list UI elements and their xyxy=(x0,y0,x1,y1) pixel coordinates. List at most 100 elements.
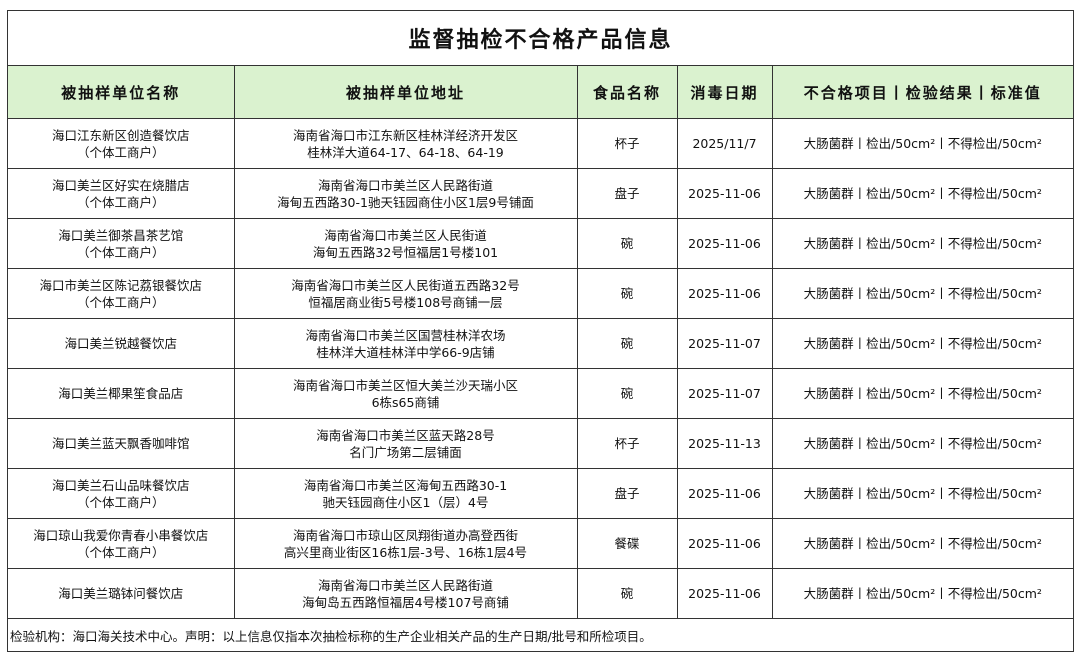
cell-unit-address-line: 海南省海口市美兰区海甸五西路30-1 xyxy=(303,477,508,493)
cell-unit-name: 海口美兰蓝天飘香咖啡馆 xyxy=(8,418,235,469)
cell-food-name: 餐碟 xyxy=(576,518,678,569)
cell-unit-address-line: 桂林洋大道64-17、64-18、64-19 xyxy=(307,144,504,160)
cell-unit-address-line: 海南省海口市江东新区桂林洋经济开发区 xyxy=(292,127,518,143)
cell-disinfection-date-line: 2025/11/7 xyxy=(692,136,757,151)
cell-disinfection-date-line: 2025-11-07 xyxy=(688,386,761,401)
cell-result-line: 大肠菌群丨检出/50cm²丨不得检出/50cm² xyxy=(803,236,1042,251)
cell-result-line: 大肠菌群丨检出/50cm²丨不得检出/50cm² xyxy=(803,336,1042,351)
cell-unit-address: 海南省海口市美兰区人民路街道 海甸五西路30-1驰天钰园商住小区1层9号铺面 xyxy=(233,168,578,219)
table-row: 海口美兰锐越餐饮店 海南省海口市美兰区国营桂林洋农场 桂林洋大道桂林洋中学66-9店… xyxy=(8,318,1073,369)
cell-unit-address-line: 海南省海口市美兰区国营桂林洋农场 xyxy=(305,327,506,343)
cell-unit-name-line: 海口美兰椰果笙食品店 xyxy=(58,386,184,401)
cell-unit-name: 海口琼山我爱你青春小串餐饮店 （个体工商户） xyxy=(8,518,235,569)
cell-food-name-line: 杯子 xyxy=(614,136,640,151)
table-row: 海口琼山我爱你青春小串餐饮店 （个体工商户） 海南省海口市琼山区凤翔街道办高登西街高… xyxy=(8,518,1073,569)
cell-result: 大肠菌群丨检出/50cm²丨不得检出/50cm² xyxy=(771,368,1073,419)
cell-unit-name-line: 海口江东新区创造餐饮店 xyxy=(51,127,190,143)
cell-food-name: 盘子 xyxy=(576,168,678,219)
column-header-result: 不合格项目丨检验结果丨标准值 xyxy=(771,66,1073,119)
cell-unit-name-line: 海口美兰蓝天飘香咖啡馆 xyxy=(51,436,190,451)
cell-unit-name: 海口美兰区好实在烧腊店 （个体工商户） xyxy=(8,168,235,219)
cell-disinfection-date: 2025-11-07 xyxy=(676,318,773,369)
cell-unit-address: 海南省海口市美兰区蓝天路28号 名门广场第二层铺面 xyxy=(233,418,578,469)
cell-unit-address: 海南省海口市美兰区国营桂林洋农场 桂林洋大道桂林洋中学66-9店铺 xyxy=(233,318,578,369)
cell-unit-address-line: 桂林洋大道桂林洋中学66-9店铺 xyxy=(316,344,495,360)
table-row: 海口美兰椰果笙食品店 海南省海口市美兰区恒大美兰沙天瑞小区 6栋s65商铺 碗 2025… xyxy=(8,368,1073,419)
cell-food-name-line: 餐碟 xyxy=(614,536,640,551)
cell-unit-name-line: 海口美兰璐钵问餐饮店 xyxy=(58,586,184,601)
cell-result: 大肠菌群丨检出/50cm²丨不得检出/50cm² xyxy=(771,518,1073,569)
table-row: 海口江东新区创造餐饮店 （个体工商户） 海南省海口市江东新区桂林洋经济开发区 桂林洋大… xyxy=(8,118,1073,169)
cell-disinfection-date: 2025/11/7 xyxy=(676,118,773,169)
cell-result-line: 大肠菌群丨检出/50cm²丨不得检出/50cm² xyxy=(803,186,1042,201)
column-header-disinfection-date: 消毒日期 xyxy=(676,66,773,119)
cell-result: 大肠菌群丨检出/50cm²丨不得检出/50cm² xyxy=(771,218,1073,269)
page-title: 监督抽检不合格产品信息 xyxy=(8,11,1073,66)
cell-unit-address-line: 驰天钰园商住小区1（层）4号 xyxy=(322,494,489,510)
cell-unit-name-line: （个体工商户） xyxy=(76,494,165,510)
cell-disinfection-date: 2025-11-06 xyxy=(676,168,773,219)
cell-unit-address-line: 海甸岛五西路恒福居4号楼107号商铺 xyxy=(302,594,509,610)
table-header-row: 被抽样单位名称 被抽样单位地址 食品名称 消毒日期 不合格项目丨检验结果丨标准值 xyxy=(8,66,1073,119)
cell-disinfection-date-line: 2025-11-06 xyxy=(688,536,761,551)
cell-result-line: 大肠菌群丨检出/50cm²丨不得检出/50cm² xyxy=(803,386,1042,401)
cell-result-line: 大肠菌群丨检出/50cm²丨不得检出/50cm² xyxy=(803,486,1042,501)
cell-disinfection-date-line: 2025-11-06 xyxy=(688,186,761,201)
cell-unit-name: 海口江东新区创造餐饮店 （个体工商户） xyxy=(8,118,235,169)
cell-unit-address-line: 海南省海口市美兰区人民路街道 xyxy=(317,177,493,193)
cell-food-name: 碗 xyxy=(576,318,678,369)
table-row: 海口美兰御茶昌茶艺馆 （个体工商户） 海南省海口市美兰区人民街道 海甸五西路32号恒福… xyxy=(8,218,1073,269)
cell-unit-address-line: 海南省海口市美兰区恒大美兰沙天瑞小区 xyxy=(292,377,518,393)
cell-food-name: 碗 xyxy=(576,368,678,419)
cell-food-name-line: 碗 xyxy=(620,336,634,351)
cell-result-line: 大肠菌群丨检出/50cm²丨不得检出/50cm² xyxy=(803,436,1042,451)
cell-unit-address: 海南省海口市美兰区人民街道 海甸五西路32号恒福居1号楼101 xyxy=(233,218,578,269)
cell-unit-address: 海南省海口市美兰区恒大美兰沙天瑞小区 6栋s65商铺 xyxy=(233,368,578,419)
cell-unit-name: 海口市美兰区陈记荔银餐饮店 （个体工商户） xyxy=(8,268,235,319)
cell-disinfection-date: 2025-11-06 xyxy=(676,468,773,519)
cell-disinfection-date: 2025-11-06 xyxy=(676,568,773,619)
table-row: 海口美兰区好实在烧腊店 （个体工商户） 海南省海口市美兰区人民路街道 海甸五西路30-… xyxy=(8,168,1073,219)
results-table: 被抽样单位名称 被抽样单位地址 食品名称 消毒日期 不合格项目丨检验结果丨标准值… xyxy=(8,66,1073,619)
cell-unit-address: 海南省海口市美兰区人民路街道 海甸岛五西路恒福居4号楼107号商铺 xyxy=(233,568,578,619)
cell-disinfection-date: 2025-11-07 xyxy=(676,368,773,419)
cell-unit-address-line: 恒福居商业街5号楼108号商铺一层 xyxy=(308,294,503,310)
cell-unit-name-line: 海口美兰锐越餐饮店 xyxy=(64,336,177,351)
cell-food-name: 碗 xyxy=(576,218,678,269)
cell-unit-address-line: 海甸五西路32号恒福居1号楼101 xyxy=(312,244,499,260)
cell-food-name: 盘子 xyxy=(576,468,678,519)
table-row: 海口美兰蓝天飘香咖啡馆 海南省海口市美兰区蓝天路28号 名门广场第二层铺面 杯子 202… xyxy=(8,418,1073,469)
cell-result: 大肠菌群丨检出/50cm²丨不得检出/50cm² xyxy=(771,168,1073,219)
cell-unit-name-line: （个体工商户） xyxy=(76,144,165,160)
cell-food-name-line: 碗 xyxy=(620,236,634,251)
cell-unit-name: 海口美兰石山品味餐饮店 （个体工商户） xyxy=(8,468,235,519)
cell-unit-name-line: 海口市美兰区陈记荔银餐饮店 xyxy=(39,277,202,293)
cell-food-name-line: 碗 xyxy=(620,386,634,401)
cell-unit-name-line: 海口美兰区好实在烧腊店 xyxy=(51,177,190,193)
cell-disinfection-date-line: 2025-11-06 xyxy=(688,286,761,301)
cell-unit-address: 海南省海口市江东新区桂林洋经济开发区 桂林洋大道64-17、64-18、64-19 xyxy=(233,118,578,169)
cell-unit-address: 海南省海口市美兰区海甸五西路30-1 驰天钰园商住小区1（层）4号 xyxy=(233,468,578,519)
table-row: 海口美兰璐钵问餐饮店 海南省海口市美兰区人民路街道 海甸岛五西路恒福居4号楼107号… xyxy=(8,568,1073,619)
cell-unit-address-line: 高兴里商业街区16栋1层-3号、16栋1层4号 xyxy=(283,544,528,560)
cell-result-line: 大肠菌群丨检出/50cm²丨不得检出/50cm² xyxy=(803,286,1042,301)
cell-unit-name-line: （个体工商户） xyxy=(76,194,165,210)
cell-food-name: 碗 xyxy=(576,268,678,319)
cell-unit-address: 海南省海口市琼山区凤翔街道办高登西街 高兴里商业街区16栋1层-3号、16栋1层4… xyxy=(233,518,578,569)
cell-disinfection-date-line: 2025-11-06 xyxy=(688,586,761,601)
cell-unit-address-line: 海南省海口市美兰区蓝天路28号 xyxy=(316,427,495,443)
cell-result-line: 大肠菌群丨检出/50cm²丨不得检出/50cm² xyxy=(803,536,1042,551)
cell-food-name-line: 盘子 xyxy=(614,186,640,201)
cell-result: 大肠菌群丨检出/50cm²丨不得检出/50cm² xyxy=(771,118,1073,169)
cell-disinfection-date: 2025-11-06 xyxy=(676,218,773,269)
column-header-food-name: 食品名称 xyxy=(576,66,678,119)
cell-disinfection-date-line: 2025-11-13 xyxy=(688,436,761,451)
cell-food-name: 碗 xyxy=(576,568,678,619)
cell-result-line: 大肠菌群丨检出/50cm²丨不得检出/50cm² xyxy=(803,136,1042,151)
cell-result: 大肠菌群丨检出/50cm²丨不得检出/50cm² xyxy=(771,418,1073,469)
cell-food-name-line: 盘子 xyxy=(614,486,640,501)
cell-unit-address-line: 海南省海口市美兰区人民街道 xyxy=(324,227,487,243)
cell-unit-address-line: 海南省海口市琼山区凤翔街道办高登西街 xyxy=(292,527,518,543)
cell-result: 大肠菌群丨检出/50cm²丨不得检出/50cm² xyxy=(771,268,1073,319)
cell-unit-name-line: 海口琼山我爱你青春小串餐饮店 xyxy=(33,527,209,543)
